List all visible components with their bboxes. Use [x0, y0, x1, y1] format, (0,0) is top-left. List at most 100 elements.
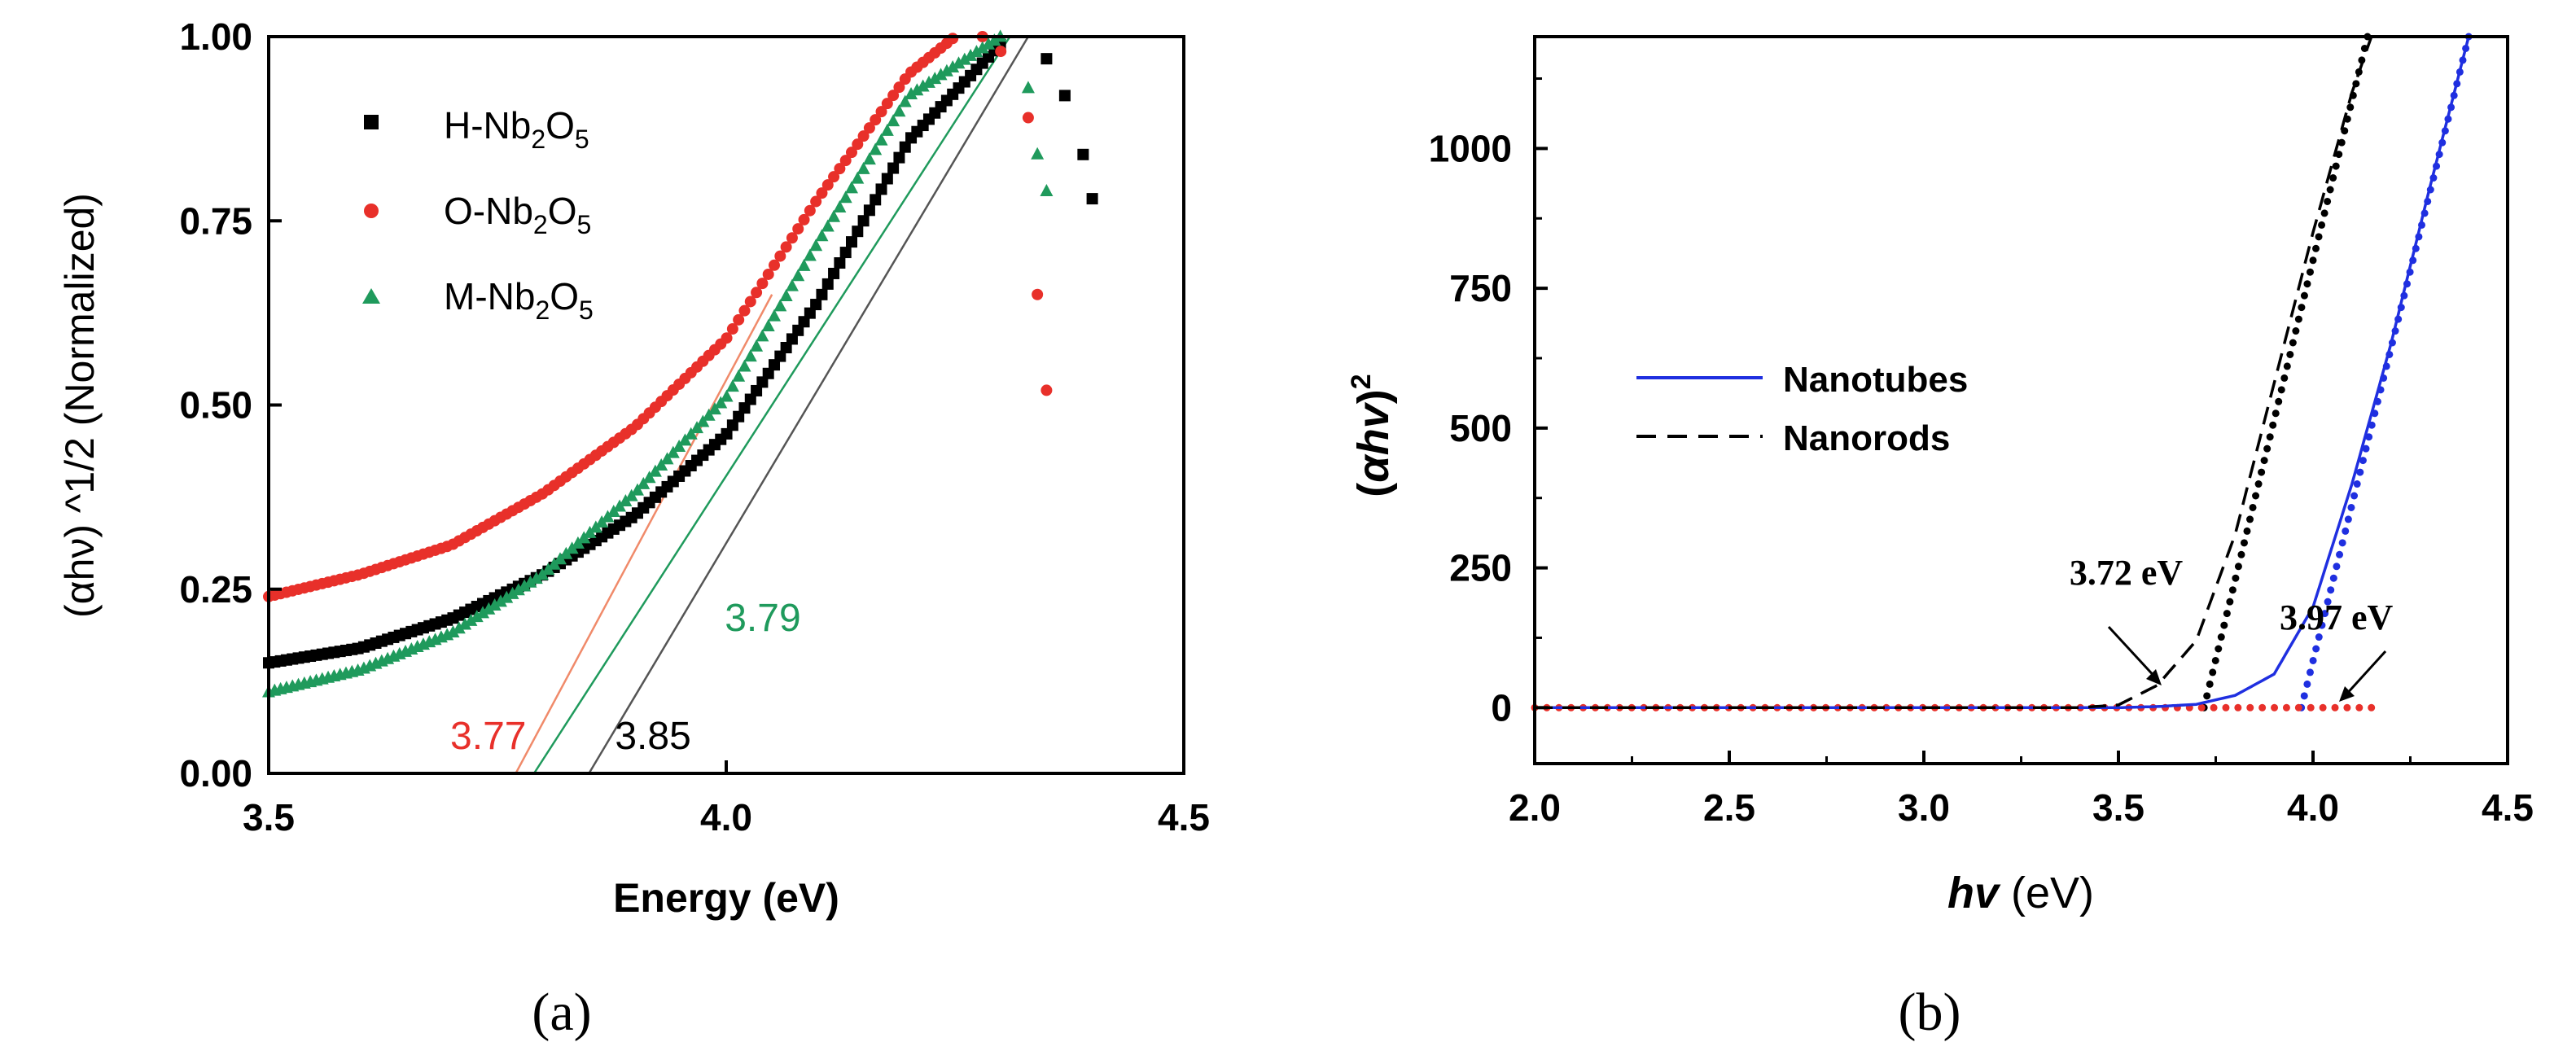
data-point [792, 324, 804, 336]
data-point [756, 376, 769, 388]
data-point [750, 339, 764, 352]
data-point [690, 421, 704, 434]
data-point [863, 204, 875, 217]
fit-dot [2228, 586, 2236, 594]
fit-dot [2260, 457, 2268, 465]
data-point [892, 104, 906, 117]
arrow-3-72 [2107, 625, 2159, 681]
fit-dot [2271, 703, 2279, 712]
data-point [702, 408, 716, 421]
fit-dot [2336, 550, 2344, 558]
chart-b-ytick-label: 1000 [1429, 127, 1512, 169]
fit-dot [2294, 703, 2302, 712]
data-point [774, 250, 786, 262]
data-point [940, 63, 953, 77]
fit-dot [2338, 539, 2346, 547]
fit-dot [2365, 433, 2373, 441]
fit-dot [2300, 291, 2308, 300]
data-point [666, 445, 680, 458]
data-point [875, 106, 887, 118]
data-point [952, 56, 966, 69]
chart-b-ylabel: (αhv)2 [1346, 374, 1398, 497]
fit-dot [2266, 433, 2274, 441]
series-O-Nb2O5 [263, 31, 1053, 602]
fit-dot [2329, 174, 2337, 182]
data-point [482, 602, 496, 615]
data-point [769, 259, 781, 271]
fit-dot [2292, 327, 2300, 335]
fit-dot [2272, 409, 2280, 418]
chart-b-frame [1533, 35, 2509, 765]
chart-a-annotation: 3.79 [725, 597, 800, 640]
chart-b-xlabel: hv (eV) [1947, 869, 2094, 917]
fit-dot [2332, 162, 2340, 170]
data-point [804, 307, 816, 319]
chart-a-ytick-label: 0.75 [179, 199, 252, 242]
data-point [893, 81, 905, 94]
data-point [881, 98, 893, 110]
fit-dot [2232, 574, 2240, 582]
legend-label-nanotubes: Nanotubes [1783, 360, 1968, 400]
fit-dot [2217, 633, 2225, 641]
panel-label-b: (b) [1899, 983, 1961, 1042]
chart-a-ytick-label: 0.00 [179, 752, 252, 795]
chart-a-frame [267, 35, 1185, 775]
data-point [732, 369, 746, 382]
fit-dot [2220, 621, 2228, 629]
fit-dot [2303, 680, 2311, 688]
data-point [839, 155, 852, 167]
fit-dot [2347, 503, 2355, 511]
data-point [655, 458, 668, 471]
data-point [857, 215, 870, 227]
fit-dot [2343, 703, 2351, 712]
chart-b-ytick-label: 0 [1491, 686, 1512, 729]
fit-dot [2362, 444, 2370, 453]
data-point [738, 359, 751, 372]
chart-a-ytick-label: 1.00 [179, 15, 252, 58]
data-point [810, 299, 822, 311]
data-point [780, 241, 792, 253]
data-point [821, 179, 834, 191]
data-point [637, 476, 651, 489]
data-point [946, 60, 960, 73]
data-point [995, 46, 1007, 58]
data-point [827, 209, 841, 222]
data-point [910, 83, 924, 96]
fit-dot [2197, 703, 2206, 712]
fit-dot [2312, 645, 2320, 653]
data-point [500, 590, 514, 603]
data-point [761, 319, 775, 332]
data-point [786, 333, 798, 345]
fit-dot [2237, 550, 2245, 558]
fit-dot [2289, 339, 2297, 347]
data-point [870, 194, 882, 206]
data-point [988, 33, 1001, 46]
data-point [816, 288, 828, 300]
data-point [834, 163, 846, 175]
legend-label-m-nb2o5: M-Nb2O5 [444, 275, 594, 325]
data-point [875, 183, 887, 195]
fit-dot [2300, 692, 2308, 700]
fit-dot [2321, 610, 2329, 618]
fit-dot [2319, 703, 2327, 712]
fit-dot [2350, 492, 2359, 500]
data-point [803, 248, 817, 261]
data-point [839, 190, 852, 204]
data-point [880, 123, 894, 136]
data-point [785, 278, 799, 291]
data-point [852, 225, 864, 238]
legend-label-nanorods: Nanorods [1783, 418, 1950, 458]
data-point [957, 52, 971, 65]
chart-b: 2.0 2.5 3.0 3.5 4.0 4.5 0 250 500 750 1000 hv (eV… [1346, 33, 2534, 1042]
fit-dot [2298, 304, 2306, 312]
data-point [779, 288, 793, 301]
fit-dot [2359, 457, 2367, 465]
chart-a-fit-line [588, 36, 1029, 774]
data-point [809, 239, 823, 252]
fit-dot [2355, 703, 2364, 712]
fit-dot [2324, 598, 2332, 606]
fit-dot [2329, 574, 2337, 582]
data-point [738, 304, 751, 317]
fit-dot [2209, 668, 2217, 676]
data-point [816, 187, 828, 199]
